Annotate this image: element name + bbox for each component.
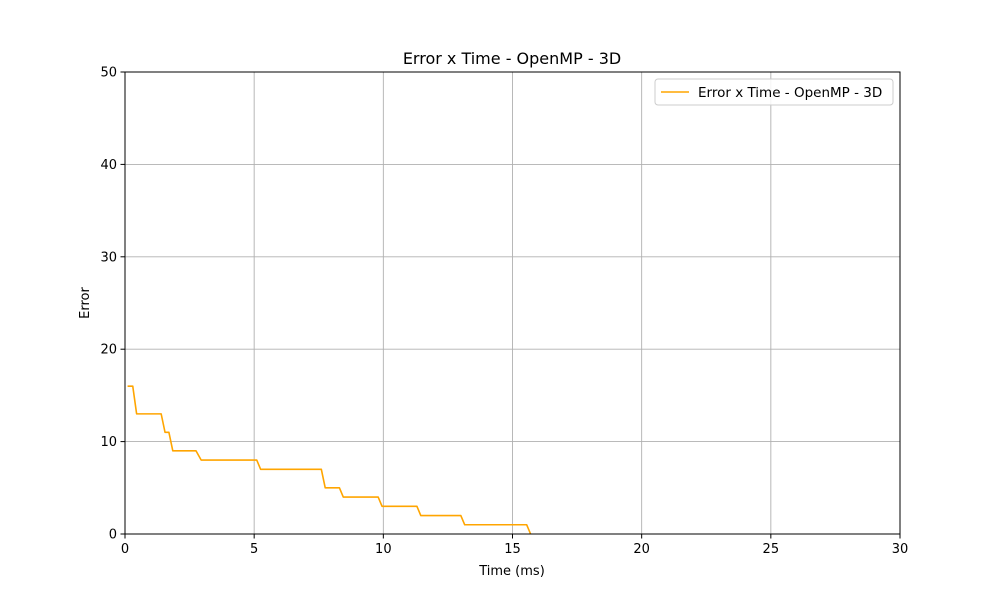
x-axis-label: Time (ms) — [478, 564, 545, 579]
y-tick-label: 0 — [109, 528, 117, 543]
legend-box — [654, 78, 894, 106]
y-tick-label: 40 — [100, 158, 117, 173]
legend: Error x Time - OpenMP - 3D — [654, 78, 894, 106]
y-axis-label: Error — [78, 287, 93, 319]
x-tick-label: 5 — [250, 542, 258, 557]
chart-title: Error x Time - OpenMP - 3D — [403, 49, 621, 68]
y-tick-label: 30 — [100, 250, 117, 265]
x-tick-label: 15 — [504, 542, 521, 557]
legend-label: Error x Time - OpenMP - 3D — [698, 85, 882, 101]
x-tick-label: 20 — [633, 542, 650, 557]
y-tick-label: 50 — [100, 66, 117, 81]
axis-ticks: 0 5 10 15 20 25 30 0 10 20 30 40 50 — [100, 66, 908, 558]
series-lines — [127, 385, 532, 535]
x-tick-label: 0 — [121, 542, 129, 557]
x-tick-label: 30 — [892, 542, 909, 557]
series-line — [127, 385, 532, 535]
y-tick-label: 20 — [100, 343, 117, 358]
y-tick-label: 10 — [100, 435, 117, 450]
x-tick-label: 25 — [763, 542, 780, 557]
x-tick-label: 10 — [375, 542, 392, 557]
